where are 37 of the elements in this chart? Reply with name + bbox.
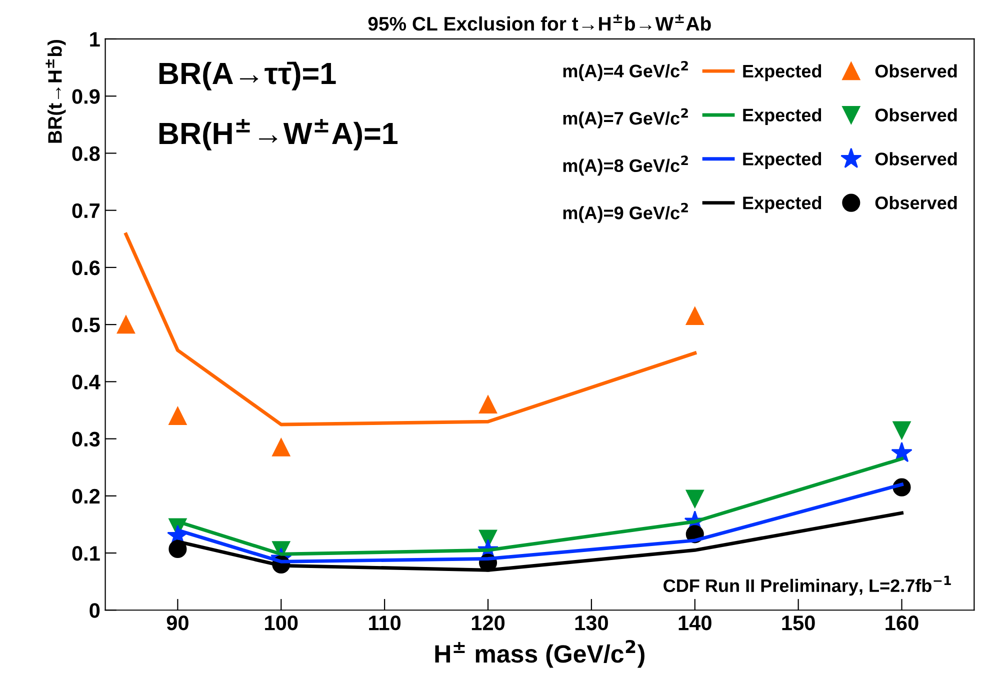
x-tick-label: 90	[166, 616, 188, 630]
x-tick-label: 140	[678, 616, 712, 630]
annotation: BR(A→ττ̄)=1	[159, 62, 336, 90]
y-tick-label: 0.9	[72, 89, 100, 104]
y-axis-title: BR(t→H$^{±}$b)	[46, 40, 66, 143]
y-tick-label: 0.1	[72, 546, 100, 561]
annotation: m(A)=7 GeV/c$^{2}$	[563, 108, 688, 128]
x-tick-label: 110	[369, 616, 401, 630]
y-tick-label: 0.2	[72, 488, 100, 504]
legend-label: Expected	[743, 152, 822, 169]
x-tick-label: 100	[265, 616, 298, 630]
legend-label: Observed	[875, 108, 957, 122]
x-tick-label: 160	[886, 616, 918, 630]
legend-label: Expected	[743, 196, 822, 213]
legend-label: Expected	[743, 64, 822, 82]
y-tick-label: 1	[90, 32, 100, 47]
chart-title: 95% CL Exclusion for t→H$^{±}$b→W$^{±}$Ab	[368, 14, 711, 31]
annotation: CDF Run II Preliminary, L=2.7fb$^{−1}$	[664, 576, 951, 596]
x-tick-label: 150	[782, 616, 815, 630]
legend-label: Observed	[875, 196, 957, 210]
y-tick-label: 0.4	[72, 374, 100, 390]
annotation: BR(H$^{±}$→W$^{±}$A)=1	[159, 118, 398, 150]
legend-label: Expected	[743, 108, 822, 126]
legend-label: Observed	[875, 64, 957, 78]
annotation: m(A)=9 GeV/c$^{2}$	[563, 202, 688, 223]
x-axis-title: H$^{±}$ mass (GeV/c$^{2}$)	[435, 640, 644, 668]
legend-label: Observed	[875, 152, 957, 166]
annotation: m(A)=8 GeV/c$^{2}$	[563, 156, 688, 176]
y-tick-label: 0.7	[72, 203, 100, 218]
x-tick-label: 130	[575, 616, 608, 630]
annotation: m(A)=4 GeV/c$^{2}$	[563, 60, 688, 81]
y-tick-label: 0	[90, 603, 100, 618]
y-tick-label: 0.3	[72, 432, 100, 447]
y-tick-label: 0.8	[72, 146, 100, 161]
x-tick-label: 120	[472, 616, 505, 630]
y-tick-label: 0.6	[72, 260, 100, 276]
y-tick-label: 0.5	[72, 318, 100, 332]
